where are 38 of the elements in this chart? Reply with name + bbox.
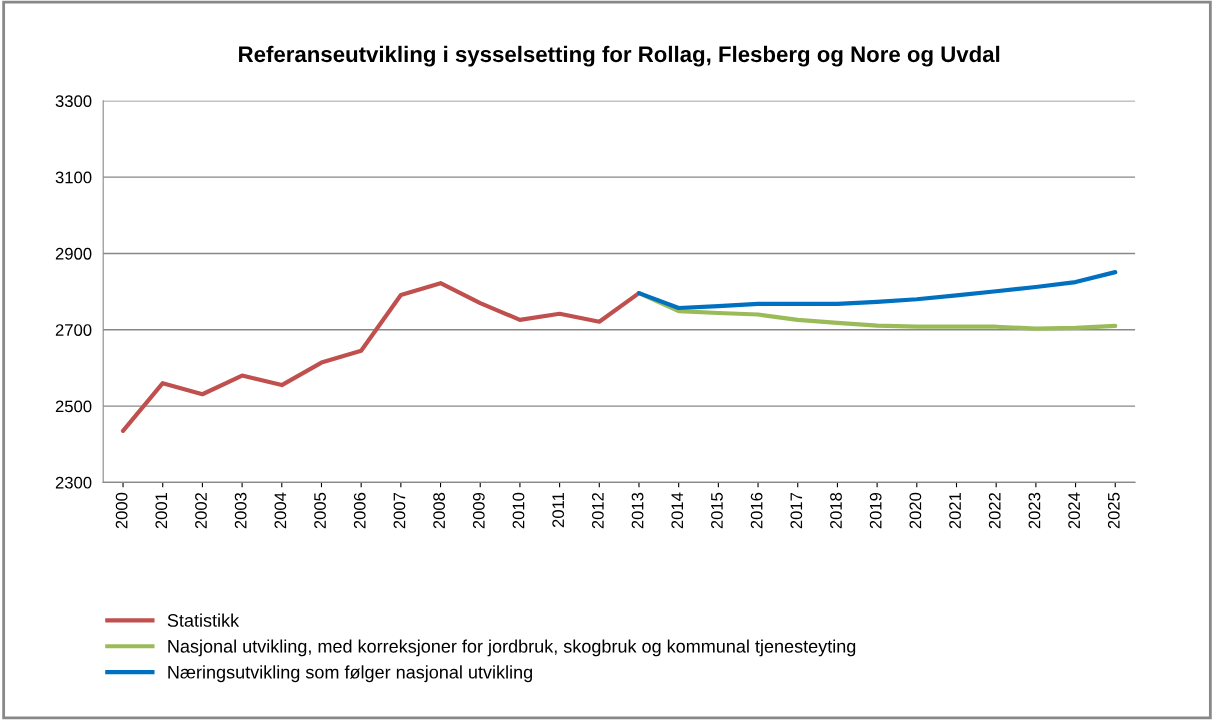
x-tick-label: 2016 bbox=[750, 492, 763, 529]
x-tick-label: 2018 bbox=[830, 492, 842, 529]
y-tick-label: 3100 bbox=[55, 171, 92, 184]
y-tick-label: 2700 bbox=[55, 324, 92, 336]
x-tick-label: 2003 bbox=[234, 492, 247, 529]
line-series bbox=[120, 281, 642, 433]
x-tick-label: 2023 bbox=[1028, 492, 1041, 529]
x-tick-label: 2001 bbox=[155, 492, 168, 529]
x-tick-label: 2022 bbox=[988, 492, 1001, 529]
legend-label: Nasjonal utvikling, med korreksjoner for jordbruk, skogbruk og kommunal tjenesteyting bbox=[168, 639, 856, 657]
legend-label: Statistikk bbox=[167, 613, 240, 627]
x-tick-label: 2015 bbox=[711, 492, 723, 529]
x-tick-label: 2011 bbox=[552, 492, 565, 528]
x-tick-label: 2005 bbox=[314, 492, 326, 529]
y-tick-label: 2500 bbox=[55, 400, 92, 413]
x-tick-label: 2013 bbox=[631, 492, 644, 529]
x-tick-label: 2020 bbox=[909, 492, 922, 529]
x-tick-label: 2010 bbox=[512, 492, 525, 529]
x-tick-label: 2008 bbox=[433, 492, 446, 529]
x-tick-label: 2012 bbox=[591, 492, 604, 529]
x-tick-label: 2021 bbox=[949, 492, 961, 529]
legend-label: Næringsutvikling som følger nasjonal utvikling bbox=[168, 665, 532, 683]
x-tick-label: 2019 bbox=[869, 492, 882, 529]
x-tick-label: 2002 bbox=[195, 492, 207, 529]
x-tick-label: 2004 bbox=[274, 492, 287, 529]
line-series bbox=[636, 270, 1118, 311]
y-tick-label: 2300 bbox=[55, 476, 92, 489]
x-tick-label: 2006 bbox=[353, 492, 366, 529]
chart-title: Referanseutvikling i sysselsetting for Rollag, Flesberg og Nore og Uvdal bbox=[239, 45, 1000, 67]
x-tick-label: 2025 bbox=[1107, 492, 1120, 529]
y-tick-label: 3300 bbox=[55, 95, 92, 107]
x-tick-label: 2014 bbox=[671, 492, 684, 529]
x-tick-label: 2024 bbox=[1068, 492, 1081, 529]
x-tick-label: 2007 bbox=[393, 492, 406, 529]
x-tick-label: 2000 bbox=[115, 492, 128, 529]
x-tick-label: 2017 bbox=[790, 492, 803, 529]
x-tick-label: 2009 bbox=[472, 492, 485, 529]
y-tick-label: 2900 bbox=[55, 247, 92, 260]
